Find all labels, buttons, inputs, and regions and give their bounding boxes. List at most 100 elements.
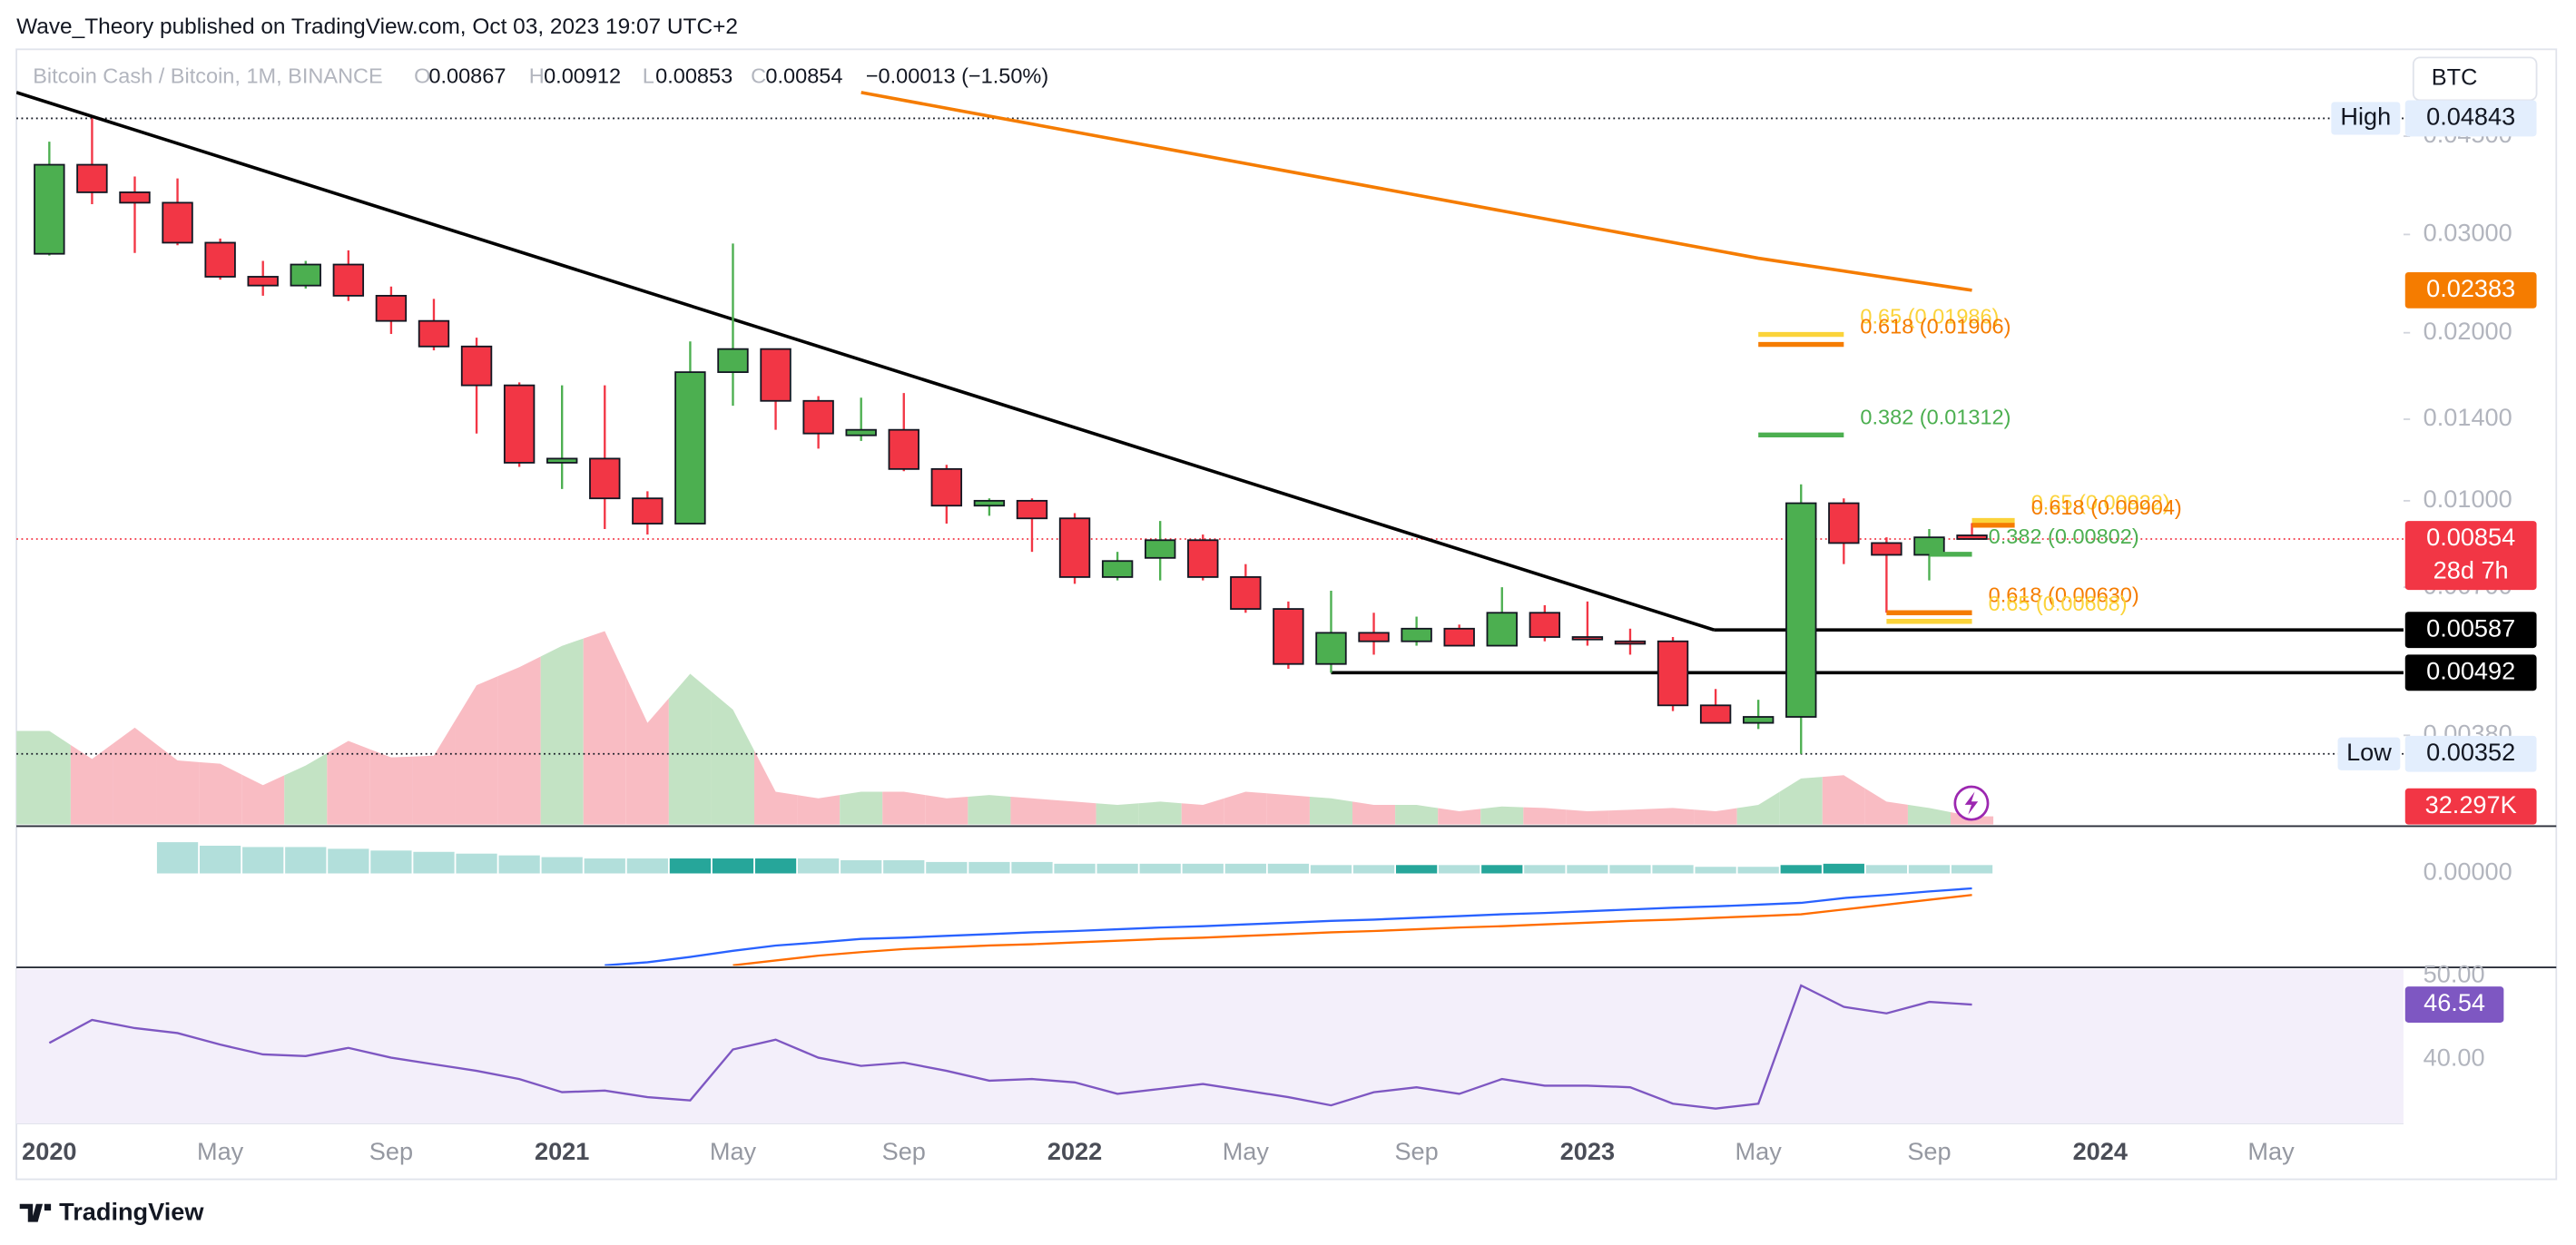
low-tag-bg [2337,737,2401,770]
candle-body [1230,576,1262,610]
macd-histogram-bar [498,855,540,874]
volume-area [1309,796,1353,825]
rsi-background [16,968,2404,1124]
candle-body [1571,636,1604,641]
volume-area [497,656,541,825]
candle-body [1187,539,1219,578]
x-tick-label: May [1735,1137,1783,1165]
x-tick-label: 2020 [22,1137,76,1165]
fib-label: 0.65 (0.01986) [1860,305,1999,328]
macd-histogram-bar [1395,865,1438,874]
macd-histogram-bar [456,853,497,874]
volume-area [1907,804,1952,825]
macd-histogram-bar [797,858,840,874]
candle-body [1144,539,1176,559]
symbol-title: Bitcoin Cash / Bitcoin, 1M, BINANCE [33,64,383,87]
candle-body [1101,560,1134,578]
volume-area [1651,808,1695,825]
rsi-tick-label: 50.00 [2424,959,2485,987]
candle-body [1699,704,1732,724]
volume-area [1010,796,1054,825]
y-tick-label: 0.01000 [2424,485,2512,513]
volume-area [1608,809,1652,825]
candle-body [1742,716,1775,724]
macd-histogram-bar [669,858,712,874]
y-tick-label: 0.01400 [2424,403,2512,431]
candle-body [930,467,963,507]
published-line: Wave_Theory published on TradingView.com… [16,15,738,39]
candle-body [546,457,578,464]
candle-body [1828,502,1860,544]
candle-body [1529,612,1561,638]
volume-area [583,631,626,825]
legend-o: O [414,64,430,87]
candle-body [1871,542,1903,556]
level-badge-bg [2404,654,2537,691]
volume-area [1138,801,1182,825]
legend-low: 0.00853 [655,64,732,87]
x-tick-label: Sep [1394,1137,1438,1165]
candle-body [1657,640,1689,707]
volume-area [797,795,841,825]
currency-button-label[interactable]: BTC [2432,65,2478,91]
volume-area [70,743,113,825]
volume-area [1864,788,1908,825]
macd-histogram-bar [1737,867,1779,874]
macd-histogram-bar [370,850,412,874]
price-badge: 0.00854 [2426,523,2515,551]
candle-body [1058,517,1091,578]
macd-histogram-bar [1054,863,1096,874]
x-tick-label: May [2247,1137,2295,1165]
candle-body [760,348,791,402]
candle-body [1443,627,1475,647]
volume-area [1523,807,1567,825]
macd-histogram-bar [1865,865,1908,874]
volume-area [1480,806,1524,825]
macd-histogram-bar [926,861,968,874]
high-tag-bg [2331,102,2401,135]
trendline-badge-bg [2404,271,2537,309]
candle-body [717,348,749,374]
volume-area [1181,798,1224,825]
candle-body [1273,608,1304,665]
macd-histogram-bar [584,858,625,874]
volume-area [113,727,157,825]
macd-histogram-bar [1695,867,1736,874]
legend-h: H [529,64,545,87]
volume-area [369,749,413,825]
candle-body [1486,612,1518,647]
volume-area [327,740,370,825]
macd-line [732,894,1972,966]
volume-area [1694,808,1737,825]
x-tick-label: May [197,1137,244,1165]
volume-area [711,691,755,825]
volume-area [1224,791,1267,825]
macd-histogram-bar [1011,861,1053,874]
legend-close: 0.00854 [765,64,842,87]
volume-area [1779,777,1823,825]
volume-area [156,743,200,825]
volume-area [412,720,456,825]
legend-l: L [643,64,654,87]
rsi-badge-bg [2404,986,2504,1023]
volume-area [1822,775,1865,825]
macd-histogram-bar [1224,863,1266,874]
macd-histogram-bar [1567,865,1608,874]
price-pane: 0.65 (0.01986)0.618 (0.01906) 0.382 (0.01… [16,91,2404,825]
price-badge-bg [2404,521,2537,591]
x-tick-label: 2021 [535,1137,589,1165]
candle-body [162,201,193,244]
candle-body [247,276,279,287]
candle-body [1358,632,1390,642]
candle-body [375,294,408,322]
candle-body [674,371,706,524]
volume-area [1352,801,1396,825]
volume-area [1566,809,1609,825]
chart-frame [15,48,2558,1181]
volume-area [16,730,71,825]
x-tick-label: Sep [1907,1137,1951,1165]
rsi-pane [48,984,1972,1110]
volume-area [1438,808,1481,825]
currency-button[interactable] [2412,56,2538,102]
